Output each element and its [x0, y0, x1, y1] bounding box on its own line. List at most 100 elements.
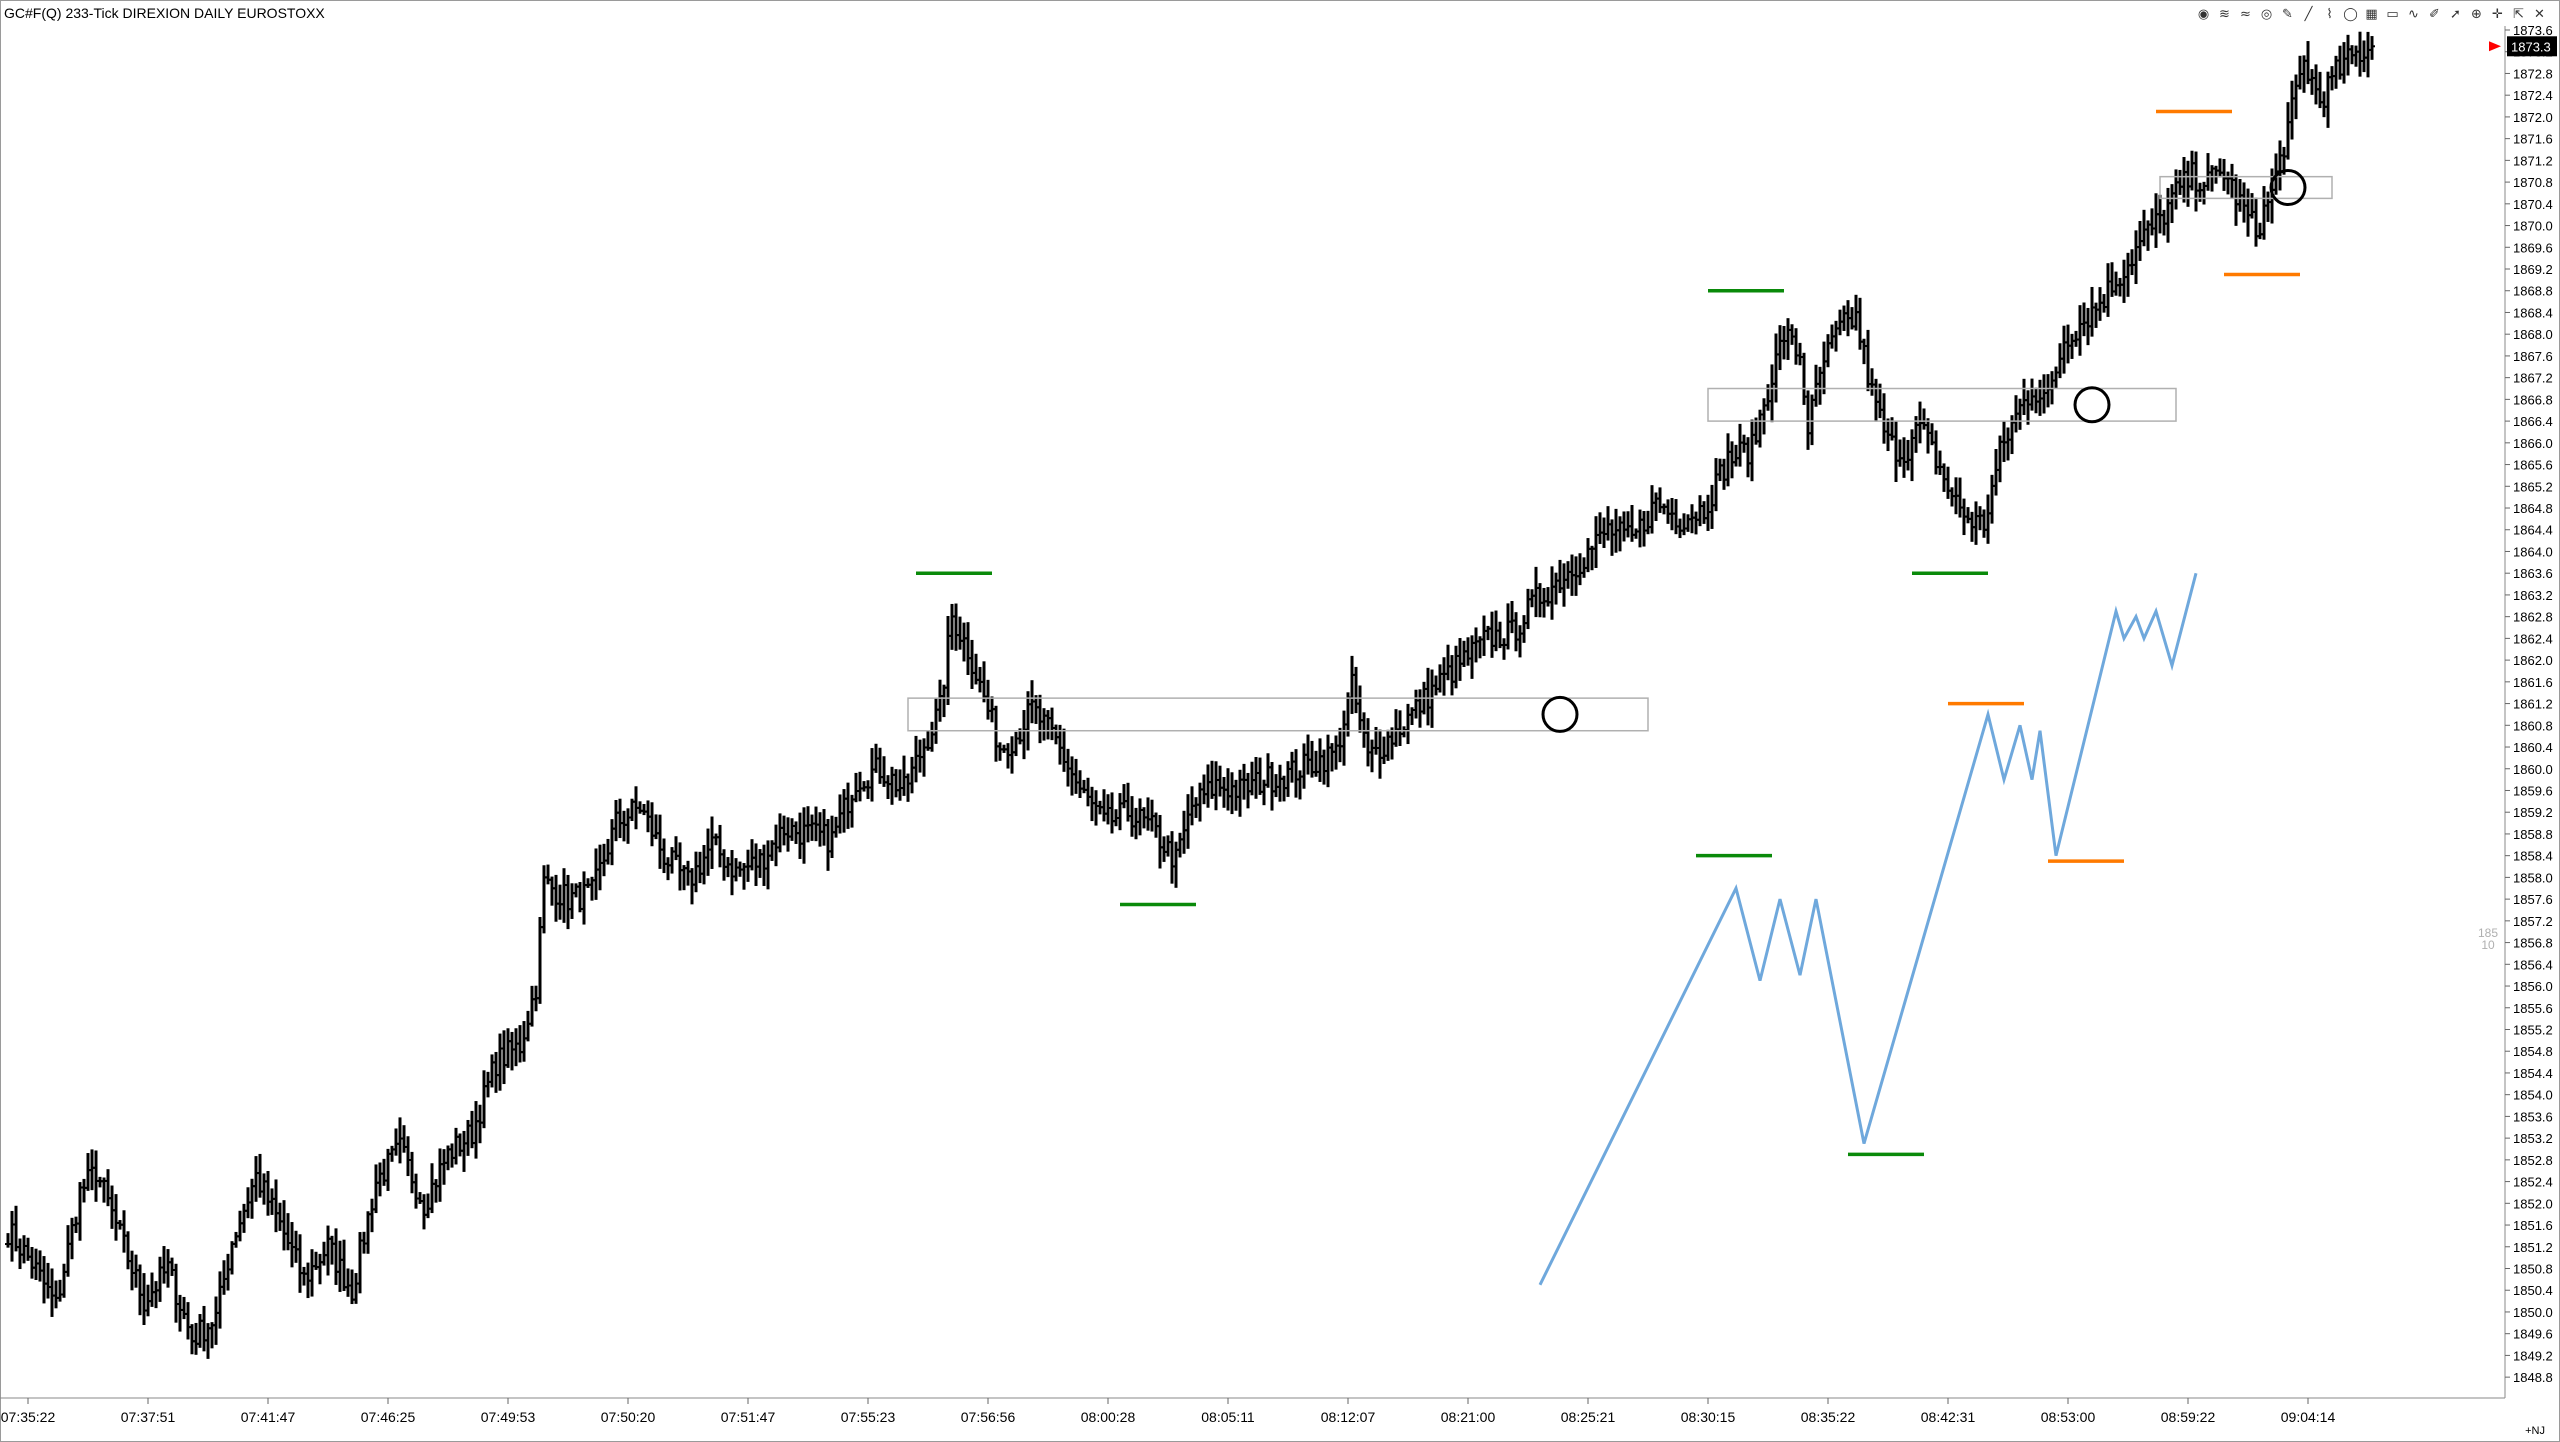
price-tick-label: 1860.4	[2513, 740, 2553, 755]
price-tick-label: 1849.2	[2513, 1348, 2553, 1363]
price-tick-label: 1869.2	[2513, 262, 2553, 277]
price-tick-label: 1866.0	[2513, 436, 2553, 451]
price-tick-label: 1873.6	[2513, 23, 2553, 38]
time-tick-label: 07:37:51	[121, 1409, 176, 1425]
price-tick-label: 1867.6	[2513, 349, 2553, 364]
price-tick-label: 1861.2	[2513, 697, 2553, 712]
price-tick-label: 1855.2	[2513, 1022, 2553, 1037]
supply-demand-zone[interactable]	[1707, 386, 2177, 424]
price-tick-label: 1848.8	[2513, 1370, 2553, 1385]
time-tick-label: 07:55:23	[841, 1409, 896, 1425]
current-price-arrow-icon	[2489, 41, 2501, 52]
price-tick-label: 1862.0	[2513, 653, 2553, 668]
globe-icon[interactable]: ◉	[2197, 6, 2210, 22]
price-tick-label: 1854.4	[2513, 1066, 2553, 1081]
price-tick-label: 1871.2	[2513, 153, 2553, 168]
price-tick-label: 1860.0	[2513, 762, 2553, 777]
chart-title: GC#F(Q) 233-Tick DIREXION DAILY EUROSTOX…	[4, 5, 325, 21]
current-price-box	[2507, 36, 2557, 57]
line-tool-icon[interactable]: ╱	[2304, 6, 2313, 22]
stack-icon[interactable]: ≋	[2219, 6, 2230, 22]
time-tick-label: 08:00:28	[1081, 1409, 1136, 1425]
price-tick-label: 1856.0	[2513, 979, 2553, 994]
supply-demand-zone[interactable]	[907, 695, 1649, 733]
arrow-icon[interactable]: ➚	[2450, 6, 2461, 22]
price-tick-label: 1864.0	[2513, 544, 2553, 559]
price-tick-label: 1870.0	[2513, 219, 2553, 234]
price-tick-label: 1860.8	[2513, 718, 2553, 733]
price-tick-label: 1858.0	[2513, 870, 2553, 885]
brush-icon[interactable]: ✐	[2429, 6, 2440, 22]
time-tick-label: 09:04:14	[2281, 1409, 2336, 1425]
price-tick-label: 1872.4	[2513, 88, 2553, 103]
cursor-icon[interactable]: ⇱	[2513, 6, 2524, 22]
price-tick-label: 1864.4	[2513, 523, 2553, 538]
price-tick-label: 1852.8	[2513, 1153, 2553, 1168]
price-tick-label: 1858.4	[2513, 849, 2553, 864]
price-tick-label: 1865.2	[2513, 479, 2553, 494]
price-tick-label: 1859.6	[2513, 783, 2553, 798]
price-bars	[5, 31, 2375, 1359]
price-tick-label: 1850.0	[2513, 1305, 2553, 1320]
price-tick-label: 1872.0	[2513, 110, 2553, 125]
faded-axis-label: 185	[2478, 926, 2498, 940]
supply-demand-zone[interactable]	[2159, 169, 2333, 207]
time-tick-label: 07:50:20	[601, 1409, 656, 1425]
delete-icon[interactable]: ✕	[2534, 6, 2545, 22]
price-tick-label: 1854.8	[2513, 1044, 2553, 1059]
price-tick-label: 1865.6	[2513, 458, 2553, 473]
time-tick-label: 08:12:07	[1321, 1409, 1376, 1425]
price-tick-label: 1863.2	[2513, 588, 2553, 603]
price-tick-label: 1852.0	[2513, 1196, 2553, 1211]
time-tick-label: 07:46:25	[361, 1409, 416, 1425]
rectangle-icon[interactable]: ▭	[2386, 6, 2399, 22]
price-tick-label: 1866.8	[2513, 392, 2553, 407]
price-tick-label: 1867.2	[2513, 371, 2553, 386]
current-price-label: 1873.3	[2511, 39, 2551, 54]
axis-footer-label: +NJ	[2525, 1425, 2545, 1437]
price-tick-label: 1866.4	[2513, 414, 2553, 429]
price-tick-label: 1858.8	[2513, 827, 2553, 842]
time-tick-label: 08:59:22	[2161, 1409, 2216, 1425]
price-tick-label: 1850.4	[2513, 1283, 2553, 1298]
fib-icon[interactable]: ⌇	[2326, 6, 2333, 22]
price-tick-label: 1870.8	[2513, 175, 2553, 190]
time-tick-label: 08:25:21	[1561, 1409, 1616, 1425]
price-tick-label: 1868.0	[2513, 327, 2553, 342]
price-tick-label: 1857.2	[2513, 914, 2553, 929]
price-tick-label: 1857.6	[2513, 892, 2553, 907]
time-tick-label: 08:05:11	[1201, 1409, 1255, 1425]
time-tick-label: 07:35:22	[1, 1409, 56, 1425]
time-tick-label: 07:49:53	[481, 1409, 536, 1425]
zone-circle-marker	[2073, 386, 2111, 424]
price-tick-label: 1856.4	[2513, 957, 2553, 972]
time-tick-label: 08:53:00	[2041, 1409, 2096, 1425]
price-tick-label: 1851.2	[2513, 1240, 2553, 1255]
crosshair-icon[interactable]: ✛	[2492, 6, 2503, 22]
price-tick-label: 1868.4	[2513, 305, 2553, 320]
price-tick-label: 1849.6	[2513, 1327, 2553, 1342]
magnet-icon[interactable]: ⊕	[2471, 6, 2482, 22]
price-tick-label: 1862.4	[2513, 631, 2553, 646]
price-tick-label: 1868.8	[2513, 284, 2553, 299]
zone-circle-marker	[2269, 169, 2307, 207]
ellipse-icon[interactable]: ◯	[2343, 6, 2358, 22]
price-tick-label: 1853.6	[2513, 1109, 2553, 1124]
zigzag-line	[1538, 572, 2198, 1286]
wave-icon[interactable]: ∿	[2408, 6, 2419, 22]
price-tick-label: 1872.8	[2513, 66, 2553, 81]
price-tick-label: 1870.4	[2513, 197, 2553, 212]
time-tick-label: 07:51:47	[721, 1409, 776, 1425]
faded-axis-label: 10	[2481, 938, 2495, 952]
time-tick-label: 08:21:00	[1441, 1409, 1496, 1425]
ohlc-bar	[2369, 36, 2375, 60]
pencil-icon[interactable]: ✎	[2282, 6, 2293, 22]
grid-icon[interactable]: ▦	[2365, 6, 2378, 22]
price-tick-label: 1853.2	[2513, 1131, 2553, 1146]
wifi-icon[interactable]: ≈	[2240, 6, 2251, 22]
price-tick-label: 1854.0	[2513, 1088, 2553, 1103]
price-tick-label: 1856.8	[2513, 936, 2553, 951]
target-icon[interactable]: ◎	[2260, 6, 2273, 22]
